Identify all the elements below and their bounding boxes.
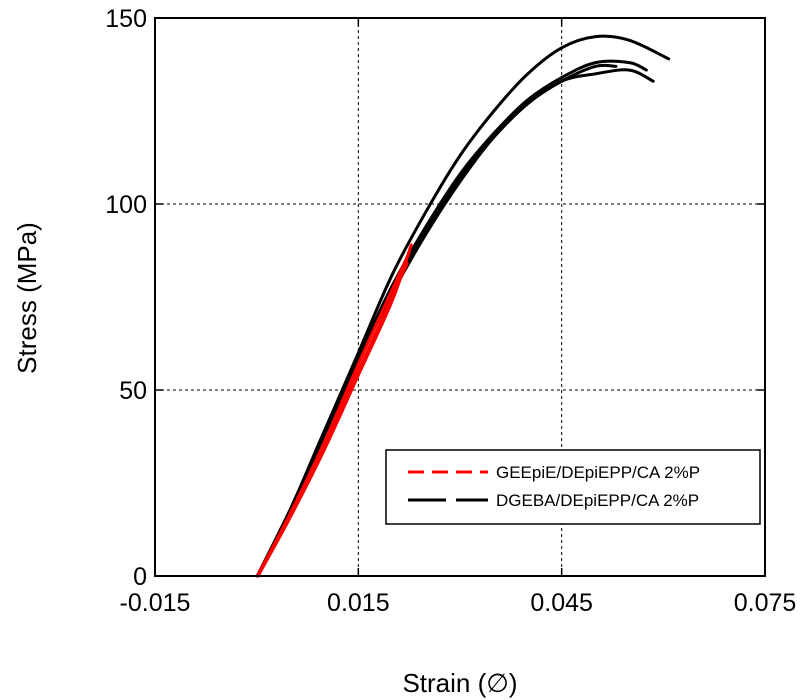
x-tick-label: 0.015 xyxy=(327,589,390,617)
x-axis-label: Strain (∅) xyxy=(402,668,517,698)
series-line-geepie xyxy=(256,262,409,578)
y-tick-label: 0 xyxy=(133,563,147,591)
legend-label-dgeba: DGEBA/DEpiEPP/CA 2%P xyxy=(496,491,699,510)
data-series xyxy=(255,34,671,578)
legend: GEEpiE/DEpiEPP/CA 2%P DGEBA/DEpiEPP/CA 2… xyxy=(385,449,761,525)
x-tick-label: -0.015 xyxy=(120,589,191,617)
series-line-dgeba xyxy=(255,63,618,578)
legend-box xyxy=(385,449,761,525)
axis-ticks: -0.015 0.015 0.045 0.075 0 50 100 150 xyxy=(105,5,796,617)
y-axis-label: Stress (MPa) xyxy=(12,222,42,374)
x-tick-label: 0.045 xyxy=(530,589,593,617)
series-line-geepie xyxy=(255,250,411,578)
legend-label-geepie: GEEpiE/DEpiEPP/CA 2%P xyxy=(496,463,700,482)
y-tick-label: 150 xyxy=(105,5,147,33)
y-tick-label: 100 xyxy=(105,191,147,219)
y-tick-label: 50 xyxy=(119,377,147,405)
plot-frame xyxy=(154,17,766,577)
x-tick-label: 0.075 xyxy=(734,589,797,617)
